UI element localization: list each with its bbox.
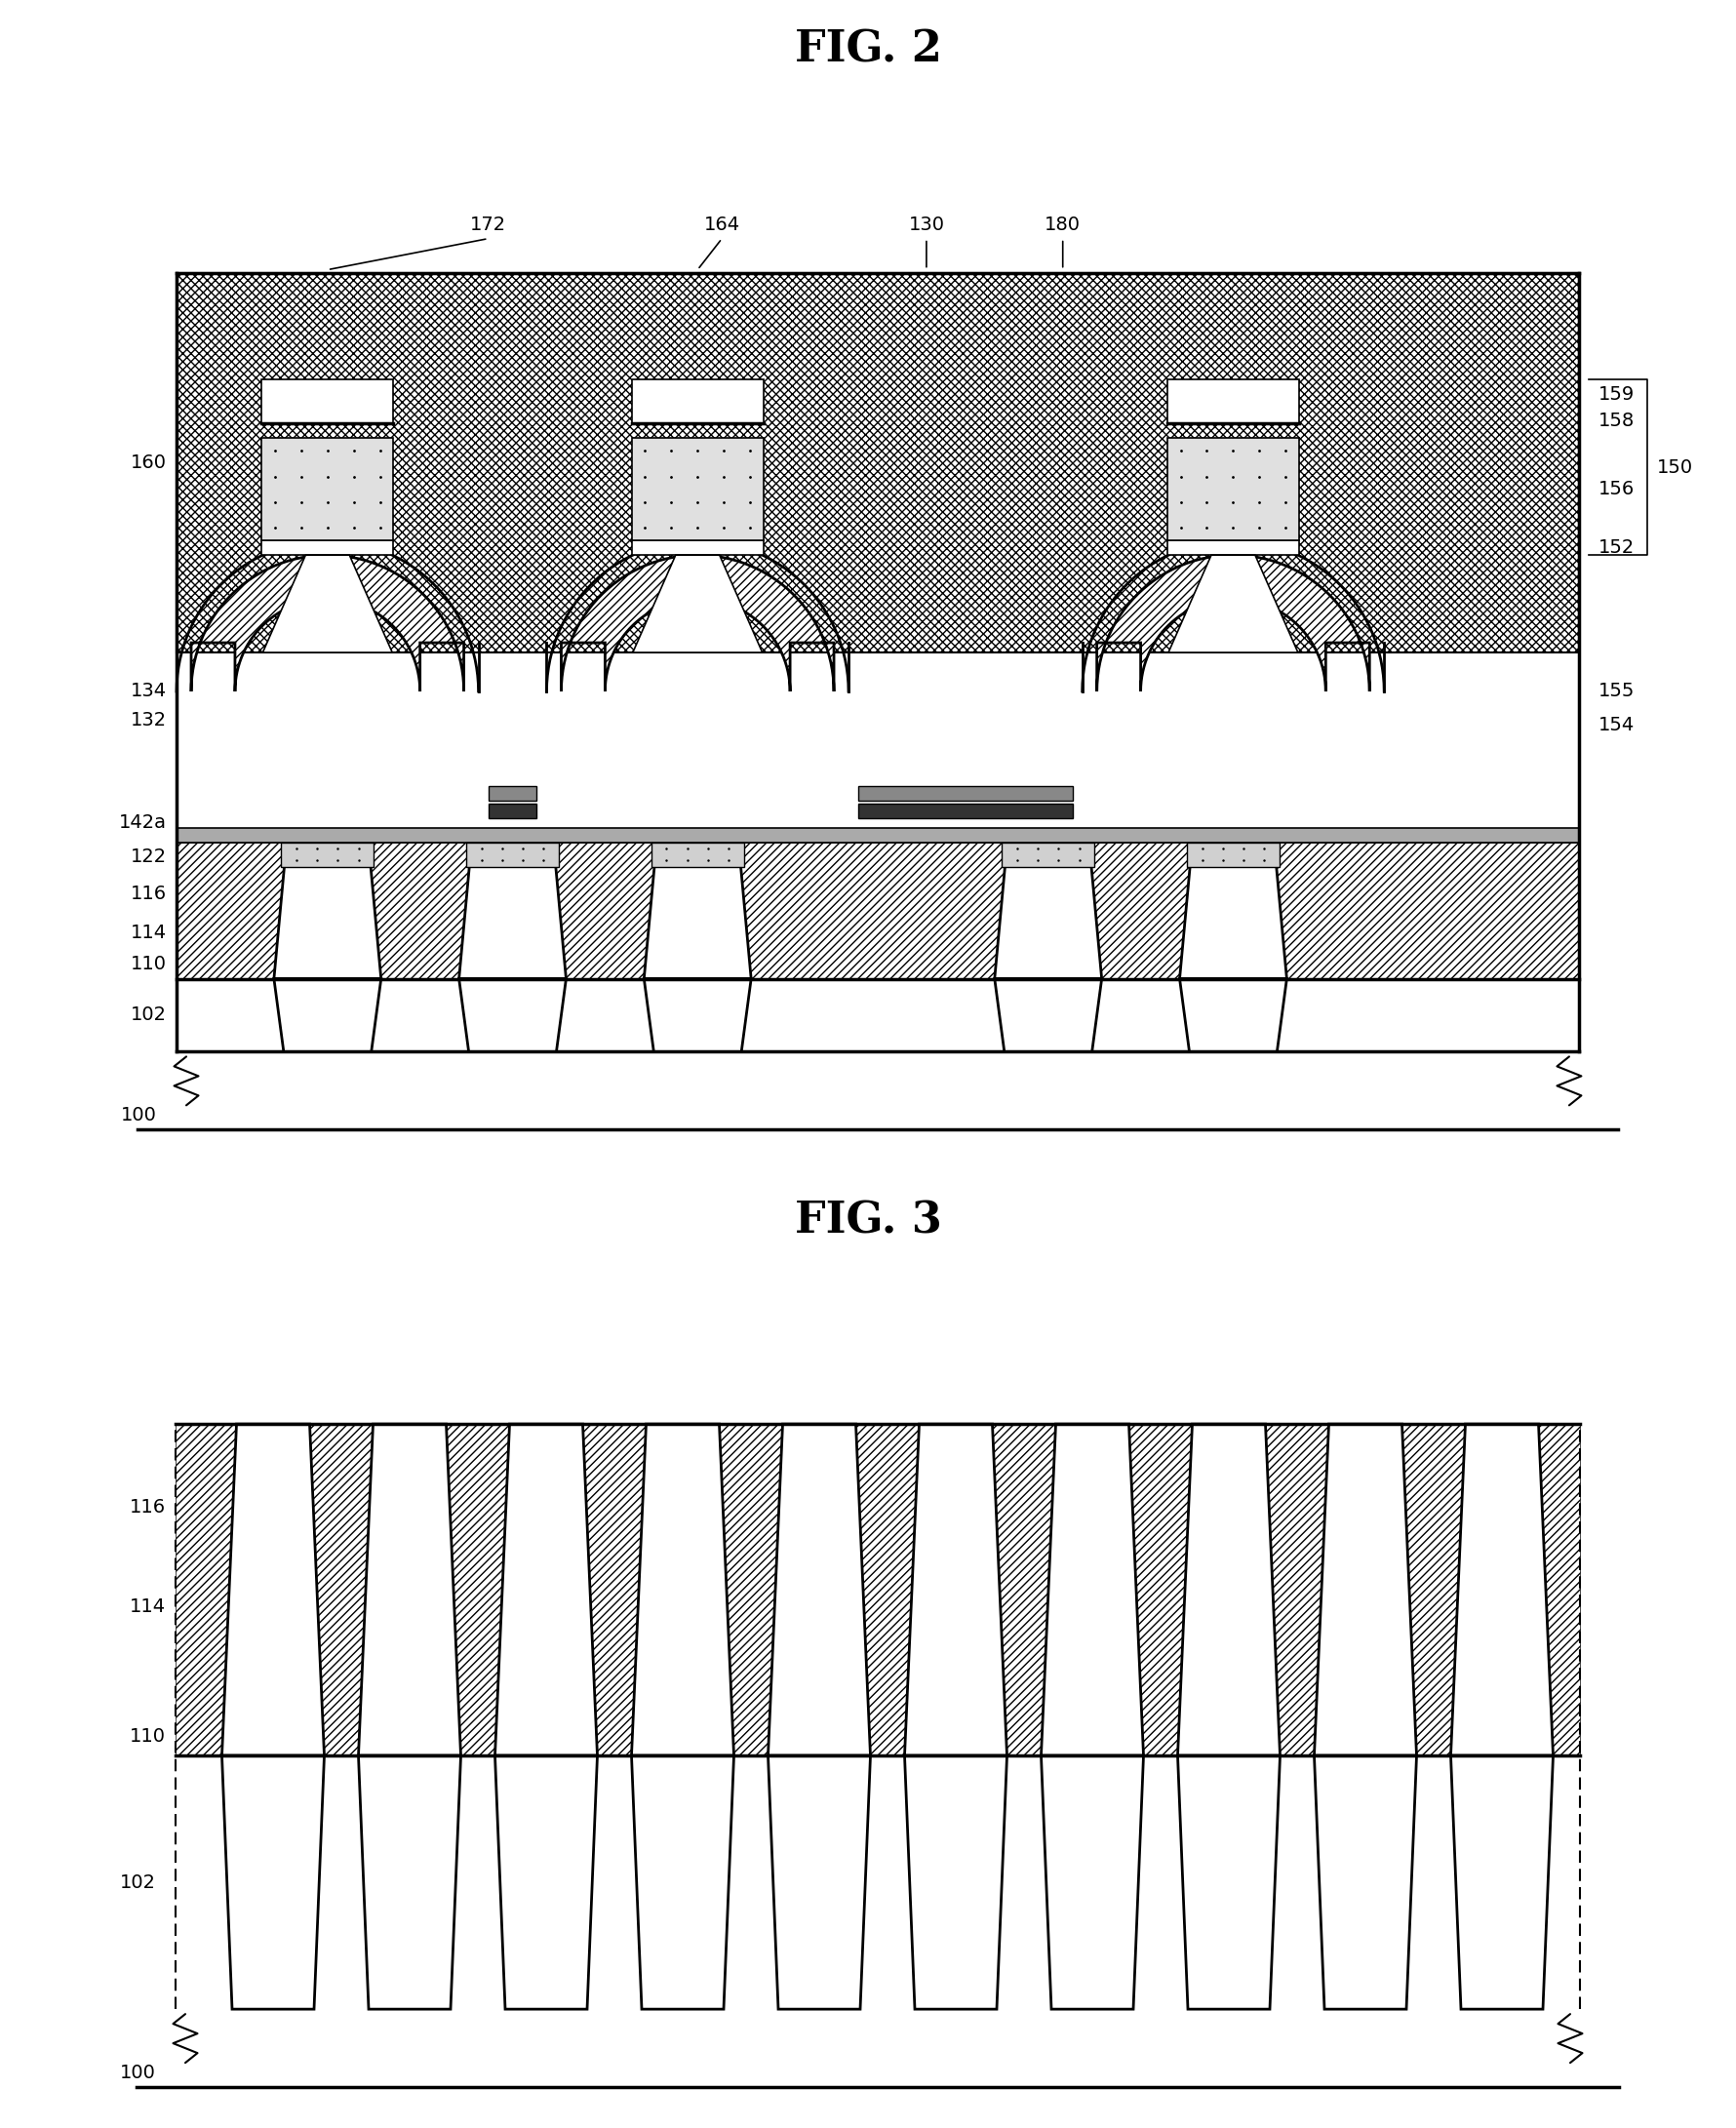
Text: 132: 132 — [130, 711, 167, 730]
Polygon shape — [634, 555, 762, 653]
Polygon shape — [904, 1756, 1007, 2009]
Bar — [1168, 379, 1299, 423]
Bar — [262, 438, 394, 541]
Polygon shape — [495, 1756, 597, 2009]
Polygon shape — [767, 1756, 870, 2009]
Bar — [175, 1347, 1580, 2009]
Text: 164: 164 — [703, 215, 740, 234]
Polygon shape — [644, 847, 752, 979]
Bar — [177, 979, 1580, 1051]
Bar — [177, 272, 1580, 1051]
Polygon shape — [1177, 1424, 1279, 1756]
Text: 116: 116 — [130, 885, 167, 902]
Text: 122: 122 — [130, 847, 167, 866]
Bar — [488, 804, 536, 817]
Polygon shape — [495, 1424, 597, 1756]
Polygon shape — [1180, 979, 1286, 1051]
Bar — [651, 843, 743, 866]
Polygon shape — [995, 979, 1102, 1051]
Bar — [177, 828, 1580, 843]
Polygon shape — [222, 1756, 325, 2009]
Text: 150: 150 — [1656, 458, 1693, 477]
Polygon shape — [458, 979, 566, 1051]
Text: 114: 114 — [130, 1598, 167, 1615]
Text: 180: 180 — [1045, 215, 1082, 234]
Polygon shape — [904, 1424, 1007, 1756]
Polygon shape — [191, 555, 464, 692]
Polygon shape — [995, 847, 1102, 979]
Text: 100: 100 — [120, 2064, 156, 2081]
Text: 102: 102 — [130, 1007, 167, 1024]
Bar — [1187, 843, 1279, 866]
Text: 158: 158 — [1599, 413, 1635, 430]
Polygon shape — [222, 1424, 325, 1756]
Polygon shape — [358, 1756, 460, 2009]
Bar — [177, 843, 1580, 979]
Text: 114: 114 — [130, 924, 167, 943]
Bar — [1002, 843, 1094, 866]
Polygon shape — [1177, 1756, 1279, 2009]
Text: FIG. 3: FIG. 3 — [795, 1200, 941, 1241]
Text: 116: 116 — [130, 1498, 167, 1515]
Text: FIG. 2: FIG. 2 — [795, 30, 941, 70]
Polygon shape — [1097, 555, 1370, 692]
Bar — [488, 785, 536, 800]
Polygon shape — [458, 847, 566, 979]
Bar — [632, 541, 764, 555]
Bar — [1168, 541, 1299, 555]
Polygon shape — [1180, 847, 1286, 979]
Bar — [632, 379, 764, 423]
Text: 100: 100 — [122, 1107, 156, 1124]
Polygon shape — [262, 555, 392, 653]
Polygon shape — [561, 555, 833, 692]
Bar — [281, 843, 373, 866]
Text: 154: 154 — [1599, 717, 1635, 734]
Text: 172: 172 — [470, 215, 507, 234]
Bar — [1168, 438, 1299, 541]
Polygon shape — [274, 847, 382, 979]
Text: 155: 155 — [1599, 683, 1635, 700]
Polygon shape — [358, 1424, 460, 1756]
Polygon shape — [644, 979, 752, 1051]
Text: 110: 110 — [130, 1726, 167, 1745]
Text: 160: 160 — [130, 453, 167, 472]
Text: 110: 110 — [130, 955, 167, 972]
Text: 134: 134 — [130, 683, 167, 700]
Bar — [262, 379, 394, 423]
Text: 142a: 142a — [120, 813, 167, 832]
Bar — [858, 785, 1073, 800]
Bar — [858, 804, 1073, 817]
Polygon shape — [632, 1424, 734, 1756]
Bar — [177, 272, 1580, 653]
Text: 159: 159 — [1599, 385, 1635, 404]
Polygon shape — [1042, 1424, 1144, 1756]
Bar — [467, 843, 559, 866]
Polygon shape — [1168, 555, 1299, 653]
Polygon shape — [767, 1424, 870, 1756]
Polygon shape — [1314, 1424, 1417, 1756]
Text: 156: 156 — [1599, 481, 1635, 498]
Bar — [175, 1424, 1580, 1756]
Polygon shape — [1042, 1756, 1144, 2009]
Polygon shape — [274, 979, 382, 1051]
Text: 130: 130 — [908, 215, 944, 234]
Polygon shape — [1451, 1424, 1554, 1756]
Polygon shape — [632, 1756, 734, 2009]
Polygon shape — [1451, 1756, 1554, 2009]
Bar — [262, 541, 394, 555]
Polygon shape — [1314, 1756, 1417, 2009]
Text: 152: 152 — [1599, 538, 1635, 558]
Text: 102: 102 — [120, 1873, 156, 1892]
Bar — [632, 438, 764, 541]
